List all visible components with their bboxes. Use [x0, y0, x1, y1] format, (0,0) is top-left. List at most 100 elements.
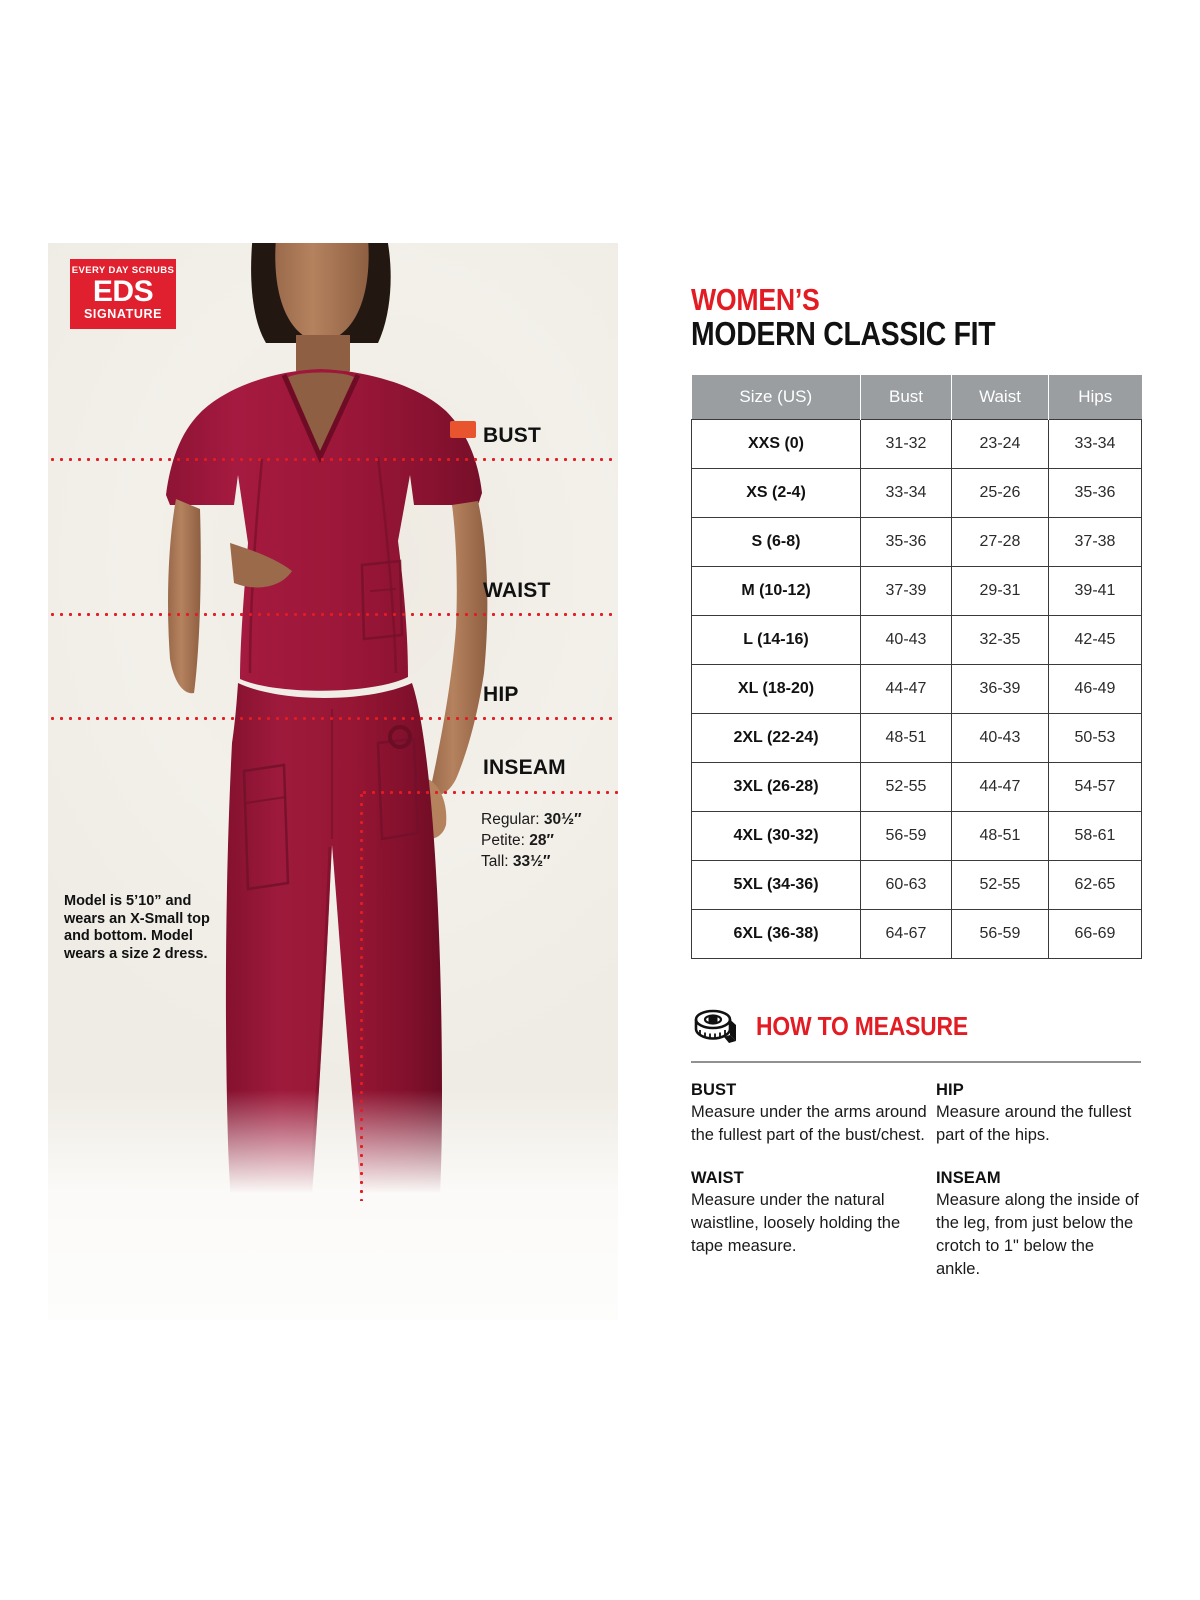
- cell-waist: 27-28: [951, 516, 1049, 567]
- table-row: M (10-12) 37-39 29-31 39-41: [691, 565, 1142, 616]
- waist-guide-line: [48, 613, 618, 616]
- cell-waist: 32-35: [951, 614, 1049, 665]
- table-row: S (6-8) 35-36 27-28 37-38: [691, 516, 1142, 567]
- cell-bust: 48-51: [860, 712, 952, 763]
- measure-entry-waist: WAIST Measure under the natural waistline…: [691, 1169, 936, 1281]
- cell-waist: 56-59: [951, 908, 1049, 959]
- cell-size: 6XL (36-38): [691, 908, 861, 959]
- inseam-tall: Tall: 33½″: [481, 851, 582, 872]
- eds-signature-logo: EVERY DAY SCRUBS EDS SIGNATURE: [70, 259, 176, 329]
- cell-bust: 44-47: [860, 663, 952, 714]
- table-header-row: Size (US) Bust Waist Hips: [691, 375, 1142, 419]
- col-header-hips: Hips: [1048, 375, 1142, 419]
- col-header-bust: Bust: [860, 375, 952, 419]
- inseam-tall-label: Tall:: [481, 853, 509, 870]
- table-row: XXS (0) 31-32 23-24 33-34: [691, 418, 1142, 469]
- how-to-measure-divider: [691, 1060, 1141, 1063]
- size-chart-table: Size (US) Bust Waist Hips XXS (0) 31-32 23…: [691, 375, 1142, 959]
- cell-waist: 40-43: [951, 712, 1049, 763]
- cell-hips: 35-36: [1048, 467, 1142, 518]
- title-fit: MODERN CLASSIC FIT: [691, 315, 996, 352]
- cell-waist: 44-47: [951, 761, 1049, 812]
- tape-measure-icon: [694, 1009, 736, 1043]
- table-row: XL (18-20) 44-47 36-39 46-49: [691, 663, 1142, 714]
- cell-size: 4XL (30-32): [691, 810, 861, 861]
- cell-hips: 39-41: [1048, 565, 1142, 616]
- cell-hips: 37-38: [1048, 516, 1142, 567]
- cell-waist: 36-39: [951, 663, 1049, 714]
- cell-hips: 58-61: [1048, 810, 1142, 861]
- measure-term: INSEAM: [936, 1168, 1001, 1187]
- measure-description: Measure under the arms around the fulles…: [691, 1102, 927, 1144]
- cell-size: 2XL (22-24): [691, 712, 861, 763]
- bust-guide-label: BUST: [483, 424, 541, 447]
- cell-size: 3XL (26-28): [691, 761, 861, 812]
- photo-floor-gradient: [48, 1090, 618, 1320]
- table-row: 5XL (34-36) 60-63 52-55 62-65: [691, 859, 1142, 910]
- measure-term: HIP: [936, 1080, 964, 1099]
- col-header-waist: Waist: [951, 375, 1049, 419]
- cell-hips: 33-34: [1048, 418, 1142, 469]
- table-row: 4XL (30-32) 56-59 48-51 58-61: [691, 810, 1142, 861]
- cell-bust: 33-34: [860, 467, 952, 518]
- cell-hips: 54-57: [1048, 761, 1142, 812]
- inseam-tall-value: 33½″: [512, 853, 551, 870]
- inseam-guide-line: [360, 791, 618, 794]
- inseam-values: Regular: 30½″ Petite: 28″ Tall: 33½″: [481, 809, 582, 872]
- inseam-regular-label: Regular:: [481, 811, 540, 828]
- table-row: 2XL (22-24) 48-51 40-43 50-53: [691, 712, 1142, 763]
- inseam-petite: Petite: 28″: [481, 830, 582, 851]
- cell-bust: 40-43: [860, 614, 952, 665]
- title-womens: WOMEN’S: [691, 282, 820, 317]
- hip-guide-label: HIP: [483, 683, 519, 706]
- cell-size: XXS (0): [691, 418, 861, 469]
- cell-waist: 25-26: [951, 467, 1049, 518]
- cell-hips: 50-53: [1048, 712, 1142, 763]
- cell-waist: 48-51: [951, 810, 1049, 861]
- measure-entry-inseam: INSEAM Measure along the inside of the le…: [936, 1169, 1141, 1281]
- cell-bust: 52-55: [860, 761, 952, 812]
- logo-brand: EDS: [92, 275, 154, 308]
- inseam-regular-value: 30½″: [543, 811, 582, 828]
- model-photo-panel: EVERY DAY SCRUBS EDS SIGNATURE BUST WAIS…: [48, 243, 618, 1320]
- cell-hips: 66-69: [1048, 908, 1142, 959]
- measure-instructions-grid: BUST Measure under the arms around the fu…: [691, 1081, 1141, 1281]
- cell-waist: 29-31: [951, 565, 1049, 616]
- cell-size: M (10-12): [691, 565, 861, 616]
- cell-waist: 23-24: [951, 418, 1049, 469]
- measure-description: Measure under the natural waistline, loo…: [691, 1190, 901, 1255]
- inseam-petite-label: Petite:: [481, 832, 525, 849]
- waist-guide-label: WAIST: [483, 579, 551, 602]
- model-note: Model is 5’10” and wears an X-Small top …: [64, 893, 210, 962]
- inseam-guide-label: INSEAM: [483, 756, 566, 779]
- cell-bust: 60-63: [860, 859, 952, 910]
- cell-size: XL (18-20): [691, 663, 861, 714]
- how-to-measure-header: HOW TO MEASURE: [691, 1007, 1141, 1047]
- table-row: L (14-16) 40-43 32-35 42-45: [691, 614, 1142, 665]
- bust-guide-line: [48, 458, 618, 461]
- cell-size: L (14-16): [691, 614, 861, 665]
- cell-size: XS (2-4): [691, 467, 861, 518]
- cell-bust: 35-36: [860, 516, 952, 567]
- measure-entry-hip: HIP Measure around the fullest part of th…: [936, 1081, 1141, 1147]
- logo-tagline: EVERY DAY SCRUBS: [71, 265, 175, 276]
- cell-hips: 42-45: [1048, 614, 1142, 665]
- col-header-size: Size (US): [691, 375, 861, 419]
- measure-term: BUST: [691, 1080, 737, 1099]
- measure-description: Measure along the inside of the leg, fro…: [936, 1190, 1139, 1278]
- inseam-petite-value: 28″: [529, 832, 554, 849]
- cell-bust: 56-59: [860, 810, 952, 861]
- cell-bust: 64-67: [860, 908, 952, 959]
- hip-guide-line: [48, 717, 618, 720]
- table-row: 6XL (36-38) 64-67 56-59 66-69: [691, 908, 1142, 959]
- measure-entry-bust: BUST Measure under the arms around the fu…: [691, 1081, 936, 1147]
- cell-size: 5XL (34-36): [691, 859, 861, 910]
- table-row: XS (2-4) 33-34 25-26 35-36: [691, 467, 1142, 518]
- inseam-vertical-line: [360, 791, 363, 1201]
- logo-subbrand: SIGNATURE: [83, 307, 163, 321]
- size-chart-column: WOMEN’S MODERN CLASSIC FIT Size (US) Bus…: [691, 283, 1142, 1281]
- measure-description: Measure around the fullest part of the h…: [936, 1102, 1132, 1144]
- inseam-regular: Regular: 30½″: [481, 809, 582, 830]
- page-title: WOMEN’S MODERN CLASSIC FIT: [691, 283, 1141, 352]
- how-to-measure-title: HOW TO MEASURE: [756, 1011, 968, 1041]
